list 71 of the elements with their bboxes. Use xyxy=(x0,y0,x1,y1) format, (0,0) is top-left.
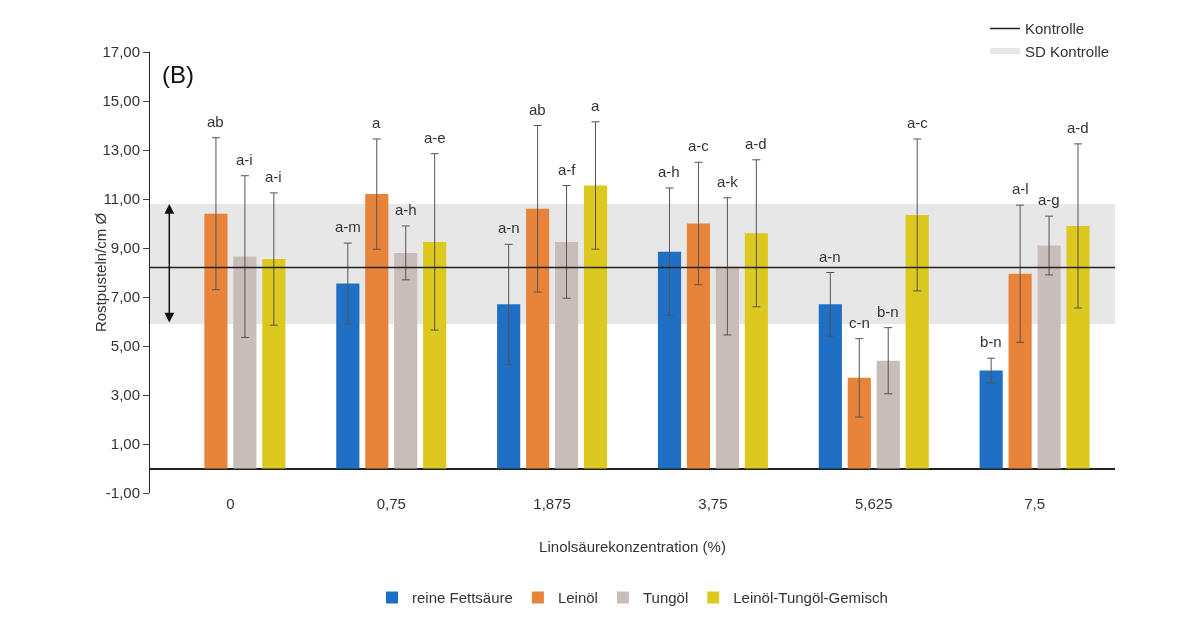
annotation: (B) xyxy=(162,61,194,88)
annotation: ab xyxy=(529,101,546,118)
annotation: a-n xyxy=(819,248,841,265)
legend-label: Leinöl xyxy=(557,589,598,607)
annotation: a-k xyxy=(717,173,739,190)
bar xyxy=(847,377,871,469)
bar xyxy=(1037,245,1061,469)
annotation: a-c xyxy=(688,137,710,154)
bar xyxy=(497,304,521,469)
bar xyxy=(394,252,418,469)
y-tick-label: 13,00 xyxy=(102,141,140,159)
bar xyxy=(423,241,447,469)
annotation: b-n xyxy=(877,303,899,320)
y-tick-label: 7,00 xyxy=(110,288,140,306)
bar xyxy=(979,370,1003,469)
annotation: ab xyxy=(207,113,224,130)
y-tick-label: -1,00 xyxy=(105,484,140,502)
annotation: a xyxy=(591,97,600,114)
x-tick-label: 3,75 xyxy=(698,495,728,512)
annotation: b-n xyxy=(980,333,1002,350)
bar xyxy=(336,283,360,469)
annotation: a xyxy=(372,114,381,131)
annotation: a-e xyxy=(424,129,446,146)
annotation: c-n xyxy=(849,314,870,331)
bar xyxy=(1008,273,1032,469)
bar xyxy=(233,256,257,469)
annotation: a-g xyxy=(1038,191,1060,208)
y-tick-label: 17,00 xyxy=(102,43,140,61)
annotation: a-n xyxy=(498,219,520,236)
annotation: a-d xyxy=(1067,119,1089,136)
y-tick-label: 9,00 xyxy=(110,239,140,257)
annotation: a-h xyxy=(395,201,417,218)
legend-label: Leinöl-Tungöl-Gemisch xyxy=(733,589,888,607)
bar xyxy=(876,360,900,469)
y-tick-label: 1,00 xyxy=(110,435,140,453)
x-tick-label: 7,5 xyxy=(1024,495,1046,512)
bar xyxy=(1066,225,1090,469)
bar xyxy=(365,194,389,469)
annotation: a-i xyxy=(236,151,253,168)
bar xyxy=(744,233,768,469)
y-tick-label: 3,00 xyxy=(110,386,140,404)
x-tick-label: 5,625 xyxy=(854,495,893,512)
legend-label: SD Kontrolle xyxy=(1025,42,1110,60)
legend-label: Kontrolle xyxy=(1025,20,1085,38)
legend-label: Tungöl xyxy=(642,589,689,607)
y-tick-label: 11,00 xyxy=(103,190,140,208)
bar xyxy=(583,185,608,469)
x-tick-label: 0 xyxy=(226,495,235,512)
annotation: a-h xyxy=(658,163,680,180)
y-axis-title: Rostpusteln/cm Ø xyxy=(91,212,109,333)
bar xyxy=(818,304,842,469)
bar xyxy=(262,259,286,469)
x-axis-title: Linolsäurekonzentration (%) xyxy=(539,538,726,555)
bar xyxy=(715,266,739,469)
annotation: a-f xyxy=(558,161,577,178)
bar xyxy=(204,213,228,469)
bar xyxy=(657,251,682,469)
x-tick-label: 1,875 xyxy=(533,495,571,512)
bar xyxy=(905,214,929,469)
bar xyxy=(686,223,711,469)
bar xyxy=(526,208,550,469)
y-tick-label: 15,00 xyxy=(102,92,140,110)
bar xyxy=(554,241,579,469)
annotation: a-d xyxy=(745,135,767,152)
legend-label: reine Fettsäure xyxy=(412,589,513,607)
annotation: a-l xyxy=(1012,180,1029,197)
annotation: a-i xyxy=(265,168,282,185)
y-tick-label: 5,00 xyxy=(110,337,140,355)
annotation: a-c xyxy=(907,114,929,131)
x-tick-label: 0,75 xyxy=(376,495,406,512)
annotation: a-m xyxy=(335,218,361,235)
